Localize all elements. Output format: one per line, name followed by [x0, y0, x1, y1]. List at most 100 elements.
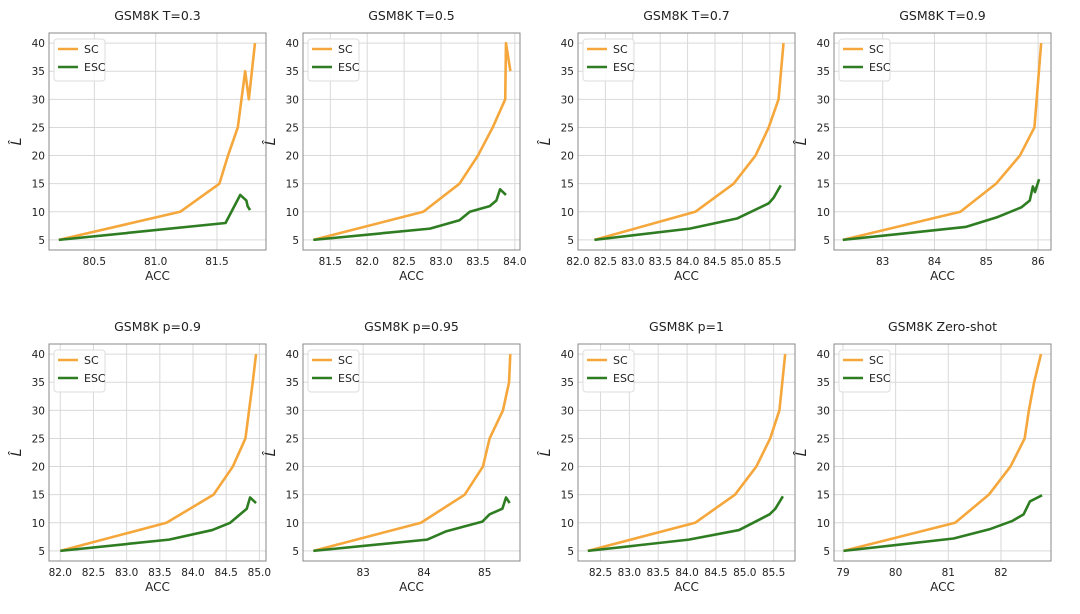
x-tick-label: 84.0	[676, 256, 699, 268]
plot-frame	[302, 343, 521, 562]
legend-label: ESC	[613, 61, 635, 74]
plot-frame	[48, 343, 267, 562]
x-axis-label: ACC	[399, 580, 424, 594]
x-tick-label: 80	[889, 567, 902, 579]
x-tick-label: 85	[980, 256, 993, 268]
x-tick-label: 83.0	[115, 567, 138, 579]
series-line-sc	[313, 41, 512, 242]
plot-frame	[577, 32, 796, 251]
plot-frame	[833, 32, 1052, 251]
x-tick-label: 82.5	[392, 256, 415, 268]
plot-frame	[577, 343, 796, 562]
y-tick-label: 30	[817, 405, 830, 417]
x-tick-label: 83	[356, 567, 369, 579]
x-tick-label: 82.5	[589, 567, 612, 579]
y-tick-label: 20	[286, 151, 299, 163]
x-tick-label: 83.5	[466, 256, 489, 268]
legend: SC ESC	[838, 38, 891, 82]
y-tick-label: 35	[32, 66, 45, 78]
plot-frame	[302, 32, 521, 251]
y-axis-label: L̂	[537, 449, 554, 457]
x-tick-label: 85.0	[733, 567, 756, 579]
legend: SC ESC	[307, 349, 360, 393]
legend: SC ESC	[53, 349, 106, 393]
x-tick-label: 84.5	[704, 567, 727, 579]
x-tick-label: 83.0	[618, 567, 641, 579]
y-tick-label: 25	[561, 433, 574, 445]
y-tick-label: 25	[32, 433, 45, 445]
y-tick-label: 10	[32, 207, 45, 219]
subplot-title: GSM8K T=0.5	[368, 8, 455, 23]
legend: SC ESC	[307, 38, 360, 82]
y-tick-label: 15	[286, 179, 299, 191]
y-tick-label: 20	[561, 151, 574, 163]
x-tick-label: 83.0	[621, 256, 644, 268]
y-tick-label: 5	[823, 546, 830, 558]
x-tick-label: 83.0	[429, 256, 452, 268]
x-tick-label: 84.0	[503, 256, 526, 268]
y-tick-label: 40	[32, 349, 45, 361]
legend: SC ESC	[582, 349, 635, 393]
y-tick-label: 10	[286, 518, 299, 530]
y-tick-label: 10	[32, 518, 45, 530]
x-tick-label: 81.5	[319, 256, 342, 268]
x-tick-label: 82.0	[49, 567, 72, 579]
y-tick-label: 30	[561, 405, 574, 417]
series-line-esc	[587, 495, 784, 553]
legend-label: ESC	[869, 61, 891, 74]
y-tick-label: 25	[817, 433, 830, 445]
x-tick-label: 82.0	[356, 256, 379, 268]
series-line-esc	[313, 187, 507, 242]
y-axis-label: L̂	[8, 449, 25, 457]
series-line-esc	[58, 193, 252, 242]
legend-label: ESC	[338, 372, 360, 385]
y-tick-label: 10	[286, 207, 299, 219]
y-tick-label: 35	[286, 377, 299, 389]
y-tick-label: 20	[286, 462, 299, 474]
legend-label: ESC	[869, 372, 891, 385]
series-line-sc	[587, 353, 787, 553]
subplot-title: GSM8K Zero-shot	[888, 319, 997, 334]
series-line-sc	[58, 42, 257, 242]
x-tick-label: 86	[1031, 256, 1045, 268]
series-line-esc	[313, 496, 511, 553]
y-tick-label: 5	[567, 235, 574, 247]
y-axis-label: L̂	[262, 138, 279, 146]
y-axis-label: L̂	[537, 138, 554, 146]
y-tick-label: 40	[286, 349, 299, 361]
y-tick-label: 35	[561, 377, 574, 389]
y-tick-label: 20	[817, 151, 830, 163]
y-tick-label: 40	[286, 38, 299, 50]
legend: SC ESC	[53, 38, 106, 82]
y-tick-label: 35	[817, 377, 830, 389]
y-tick-label: 5	[38, 546, 45, 558]
legend-label: SC	[338, 43, 353, 56]
series-line-esc	[843, 494, 1043, 553]
legend-label: ESC	[338, 61, 360, 74]
subplot-title: GSM8K p=0.9	[114, 319, 201, 334]
x-tick-label: 83.5	[148, 567, 171, 579]
y-tick-label: 30	[286, 405, 299, 417]
y-axis-label: L̂	[793, 449, 810, 457]
y-axis-label: L̂	[262, 449, 279, 457]
y-tick-label: 10	[561, 518, 574, 530]
y-tick-label: 30	[32, 94, 45, 106]
x-tick-label: 81.0	[144, 256, 167, 268]
x-axis-label: ACC	[930, 269, 955, 283]
y-tick-label: 20	[32, 151, 45, 163]
series-line-sc	[313, 354, 512, 553]
legend-label: SC	[84, 43, 99, 56]
y-tick-label: 40	[817, 349, 830, 361]
y-tick-label: 5	[292, 235, 299, 247]
y-tick-label: 10	[817, 207, 830, 219]
subplot-4: 83 84 85 86 5 10 15 20 25 30 35 40 GSM8K T=0.9 ACC L̂ S…	[793, 8, 1052, 283]
subplot-5: 82.0 82.5 83.0 83.5 84.0 84.5 85.0 5 10 15 20 25 30 3…	[8, 319, 271, 594]
y-tick-label: 35	[561, 66, 574, 78]
subplot-title: GSM8K T=0.7	[643, 8, 730, 23]
subplot-2: 81.5 82.0 82.5 83.0 83.5 84.0 5 10 15 20 25 30 35 40 G…	[262, 8, 526, 283]
x-tick-label: 82.5	[594, 256, 617, 268]
y-tick-label: 35	[32, 377, 45, 389]
y-tick-label: 35	[286, 66, 299, 78]
x-tick-label: 84	[928, 256, 942, 268]
